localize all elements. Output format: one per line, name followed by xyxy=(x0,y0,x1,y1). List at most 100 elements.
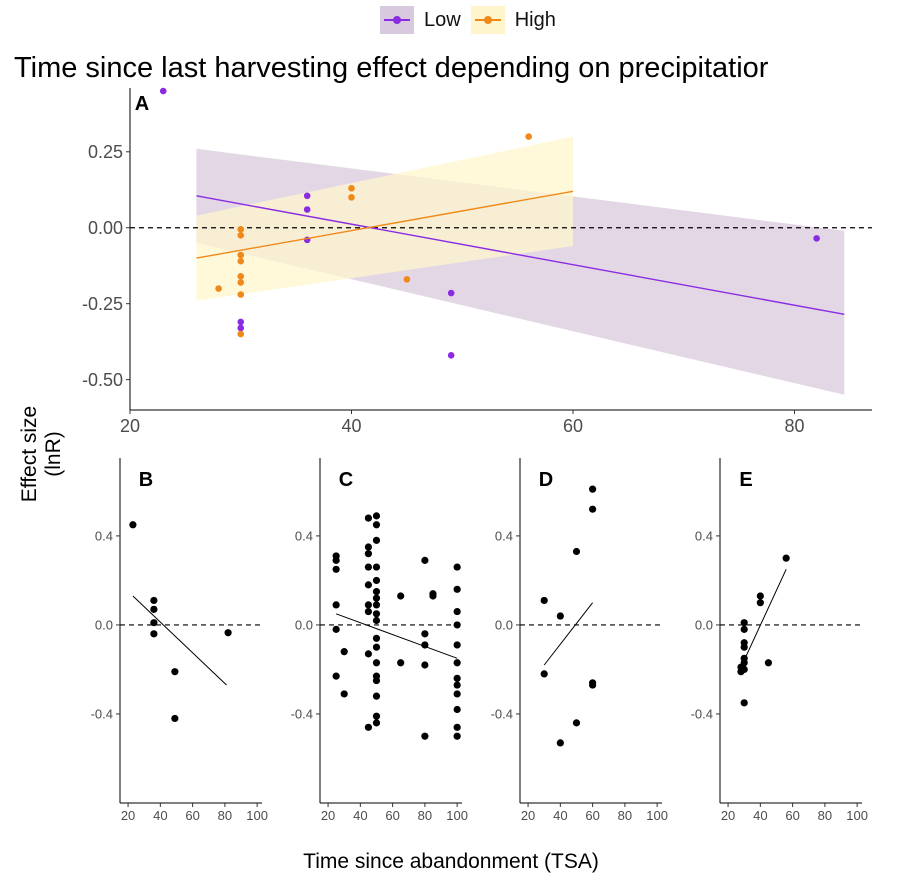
y-tick-label-d: 0.0 xyxy=(495,617,513,632)
point-low xyxy=(447,352,455,359)
y-tick-label-d: 0.4 xyxy=(495,528,513,543)
point-low xyxy=(237,324,245,332)
point-c xyxy=(453,585,461,593)
fit-line-c xyxy=(335,613,458,659)
point-c xyxy=(453,607,461,616)
x-tick-label-b: 20 xyxy=(121,808,135,823)
point-c xyxy=(421,630,429,638)
point-high xyxy=(237,330,245,338)
panel-letter-c: C xyxy=(339,469,353,491)
point-low xyxy=(237,318,245,326)
legend: Low High xyxy=(380,6,566,34)
point-e xyxy=(782,554,790,562)
x-tick-label-b: 80 xyxy=(218,808,232,823)
point-c xyxy=(364,563,373,571)
point-high xyxy=(525,133,532,140)
point-c xyxy=(372,616,381,625)
point-d xyxy=(540,670,548,678)
point-b xyxy=(150,596,158,605)
point-b xyxy=(150,630,158,638)
panel-letter-a: A xyxy=(135,93,149,115)
point-high xyxy=(237,291,245,298)
point-e xyxy=(740,665,748,674)
panel-b: 0.4 0.0 -0.4 20 40 60 80 100 B xyxy=(91,458,268,823)
panel-letter-d: D xyxy=(539,469,553,491)
point-c xyxy=(453,641,461,649)
point-c xyxy=(372,634,381,642)
x-tick-label-c: 40 xyxy=(353,808,367,823)
point-c xyxy=(453,674,461,682)
x-tick-label-d: 40 xyxy=(553,808,567,823)
point-low xyxy=(813,235,820,242)
x-tick-label-a: 20 xyxy=(120,416,140,436)
fit-line-d xyxy=(543,602,594,666)
x-tick-label-d: 20 xyxy=(521,808,535,823)
point-b xyxy=(150,605,158,613)
x-tick-label-b: 100 xyxy=(246,808,268,823)
point-c xyxy=(372,643,381,651)
point-b xyxy=(129,521,137,529)
point-e xyxy=(740,625,748,633)
point-c xyxy=(340,648,348,656)
y-tick-label-c: 0.0 xyxy=(295,617,313,632)
point-c xyxy=(340,690,348,698)
x-tick-label-b: 60 xyxy=(185,808,199,823)
point-e xyxy=(764,659,773,667)
point-c xyxy=(397,592,405,600)
point-d xyxy=(589,681,597,689)
legend-label-high: High xyxy=(514,8,556,31)
y-tick-label-e: -0.4 xyxy=(691,707,713,722)
point-c xyxy=(332,625,340,633)
y-tick-label-d: -0.4 xyxy=(491,707,513,722)
x-tick-label-e: 60 xyxy=(785,808,799,823)
point-c xyxy=(453,563,461,571)
legend-key-low xyxy=(380,6,414,34)
point-c xyxy=(453,723,461,731)
y-axis-label: Effect size (lnR) xyxy=(18,405,65,503)
point-high xyxy=(237,225,245,233)
point-b xyxy=(150,619,158,627)
point-high xyxy=(403,276,411,283)
fit-line-low xyxy=(196,195,845,315)
point-c xyxy=(453,659,461,667)
point-c xyxy=(372,659,381,667)
point-d xyxy=(540,596,548,605)
y-tick-label-c: 0.4 xyxy=(295,528,313,543)
point-e xyxy=(740,619,748,627)
point-c xyxy=(421,556,429,564)
point-c xyxy=(332,601,340,609)
point-b xyxy=(171,714,179,723)
point-high xyxy=(237,273,245,280)
point-d xyxy=(556,612,564,620)
point-low xyxy=(303,192,311,200)
point-c xyxy=(332,565,340,573)
x-tick-label-e: 80 xyxy=(818,808,832,823)
legend-label-low: Low xyxy=(424,8,461,31)
point-c xyxy=(364,543,373,551)
point-c xyxy=(364,650,373,658)
point-high xyxy=(237,279,245,286)
point-high xyxy=(215,285,222,292)
point-c xyxy=(453,681,461,689)
point-c xyxy=(364,550,373,558)
panel-e: 0.4 0.0 -0.4 20 40 60 80 100 E xyxy=(691,458,868,823)
panel-c: 0.4 0.0 -0.4 20 40 60 80 100 C xyxy=(291,458,468,823)
point-high xyxy=(237,232,245,239)
x-tick-label-d: 60 xyxy=(585,808,599,823)
point-c xyxy=(372,610,381,618)
point-c xyxy=(397,659,405,667)
x-axis-label: Time since abandonment (TSA) xyxy=(303,850,599,873)
y-tick-label-b: 0.4 xyxy=(95,528,113,543)
y-tick-label-a: 0.25 xyxy=(88,142,123,162)
y-tick-label-e: 0.0 xyxy=(695,617,713,632)
point-c xyxy=(372,521,381,529)
point-c xyxy=(372,676,381,685)
legend-key-high xyxy=(470,6,505,34)
point-high xyxy=(237,251,245,259)
panel-letter-e: E xyxy=(739,469,752,491)
point-c xyxy=(421,732,429,740)
fit-line-high xyxy=(196,190,574,259)
x-tick-label-e: 40 xyxy=(753,808,767,823)
y-tick-label-b: 0.0 xyxy=(95,617,113,632)
legend-item-high: High xyxy=(470,6,556,34)
